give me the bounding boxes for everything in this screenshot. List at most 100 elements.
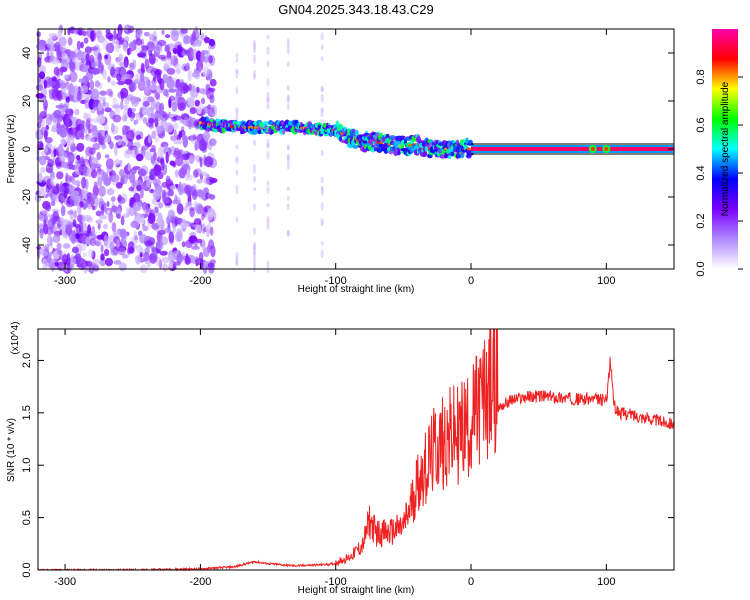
spectrogram-cell [195, 224, 202, 234]
colorbar: 0.0 0.2 0.4 0.6 0.8 Normalized spectral ampl… [695, 29, 743, 277]
snr-series-line [37, 328, 675, 572]
spectrogram-cell [209, 177, 218, 184]
spectrogram-cell [153, 91, 158, 98]
spectrogram-cell [66, 262, 71, 274]
x-tick-label: -100 [325, 275, 347, 287]
spectrogram-cell [159, 102, 165, 112]
spectrogram-cell [47, 213, 54, 218]
spectrogram-cell [253, 187, 256, 192]
spectrogram-cell [286, 196, 290, 202]
spectrogram-cell [266, 103, 270, 110]
spectrogram-cell [43, 79, 48, 89]
spectrogram-cell [164, 34, 171, 39]
spectrogram-cell [447, 155, 452, 160]
spectrogram-cell [75, 128, 83, 140]
spectrogram-cell [81, 51, 87, 62]
spectrogram-cell [50, 151, 55, 159]
spectrogram-cell [142, 100, 150, 107]
spectrogram-cell [55, 162, 62, 169]
spectrogram-cell [320, 241, 324, 246]
spectrogram-cell [253, 163, 256, 174]
spectrogram-cell [39, 142, 44, 150]
spectrogram-cell [83, 214, 92, 222]
spectrogram-cell [155, 91, 161, 100]
spectrogram-cell [253, 39, 256, 49]
spectrogram-cell [65, 174, 72, 184]
spectrogram-cell [176, 203, 184, 215]
spectrogram-cell [142, 201, 148, 211]
spectrogram-cell [79, 51, 84, 57]
spectrogram-cell [130, 220, 139, 229]
spectrogram-cell [133, 244, 138, 249]
spectrogram-cell [46, 38, 55, 49]
spectrogram-cell [131, 107, 136, 113]
spectrogram-cell [85, 53, 91, 63]
spectrogram-cell [104, 154, 110, 159]
spectrogram-cell [201, 223, 206, 235]
spectrogram-cell [101, 172, 109, 182]
spectrogram-cell [113, 260, 122, 265]
spectrogram-cell [65, 172, 69, 182]
spectrogram-cell [266, 180, 270, 186]
spectrogram-cell [84, 97, 90, 109]
spectrogram-cell [168, 231, 175, 243]
spectrogram-cell [174, 54, 178, 63]
spectrogram-cell [180, 28, 188, 34]
spectrogram-cell [112, 114, 122, 123]
x-tick-label: 0 [468, 275, 474, 287]
colorbar-gradient [712, 29, 738, 269]
spectrogram-cell [141, 145, 149, 151]
spectrogram-cell [76, 142, 85, 152]
x-tick-label: -200 [189, 275, 211, 287]
spectrogram-cell [235, 216, 239, 223]
spectrogram-cell [45, 184, 50, 193]
spectrogram-cell [320, 32, 324, 41]
spectrogram-cell [197, 205, 204, 214]
spectrogram-cell [286, 162, 290, 170]
spectrogram-cell [156, 240, 164, 250]
spectrogram-cell [106, 88, 113, 96]
spectrogram-cell [135, 78, 142, 84]
spectrogram-cell [204, 156, 214, 168]
spectrogram-cell [136, 29, 143, 38]
spectrogram-cell [253, 54, 256, 64]
spectrogram-cell [235, 251, 239, 258]
spectrogram-cell [42, 178, 46, 183]
spectrogram-cell [85, 118, 91, 130]
spectrogram-cell [604, 147, 609, 151]
spectrogram-cell [129, 62, 135, 71]
spectrogram-cell [186, 201, 193, 207]
spectrogram-cell [170, 55, 178, 66]
spectrogram-cell [103, 223, 108, 230]
spectrogram-cell [160, 141, 169, 148]
spectrogram-cell [181, 134, 188, 142]
spectrogram-cell [128, 246, 135, 254]
spectrogram-cell [162, 197, 170, 204]
x-tick-label: -200 [189, 576, 211, 588]
spectrogram-cell [198, 67, 202, 74]
spectrogram-cell [171, 101, 178, 112]
spectrogram-cell [157, 54, 167, 60]
spectrogram-cell [79, 200, 84, 208]
spectrogram-cell [149, 252, 158, 264]
spectrogram-cell [129, 112, 135, 122]
spectrogram-cell [77, 205, 82, 215]
spectrogram-cell [76, 40, 81, 51]
spectrogram-cell [53, 66, 60, 76]
spectrogram-cell [186, 168, 190, 179]
spectrogram-cell [51, 89, 61, 101]
spectrogram-cell [266, 260, 270, 266]
spectrogram-cell [176, 228, 183, 240]
spectrogram-cell [196, 39, 202, 47]
spectrogram-cell [187, 96, 195, 108]
spectrogram-cell [112, 104, 121, 109]
spectrogram-cell [112, 160, 120, 166]
spectrogram-cell [111, 205, 118, 213]
spectrogram-cell [114, 144, 118, 156]
spectrogram-cell [286, 95, 290, 101]
spectrogram-cell [98, 133, 102, 144]
spectrogram-cell [209, 78, 217, 87]
spectrogram-cell [152, 250, 158, 257]
spectrogram-cell [195, 140, 200, 151]
spectrogram-cell [136, 244, 143, 254]
